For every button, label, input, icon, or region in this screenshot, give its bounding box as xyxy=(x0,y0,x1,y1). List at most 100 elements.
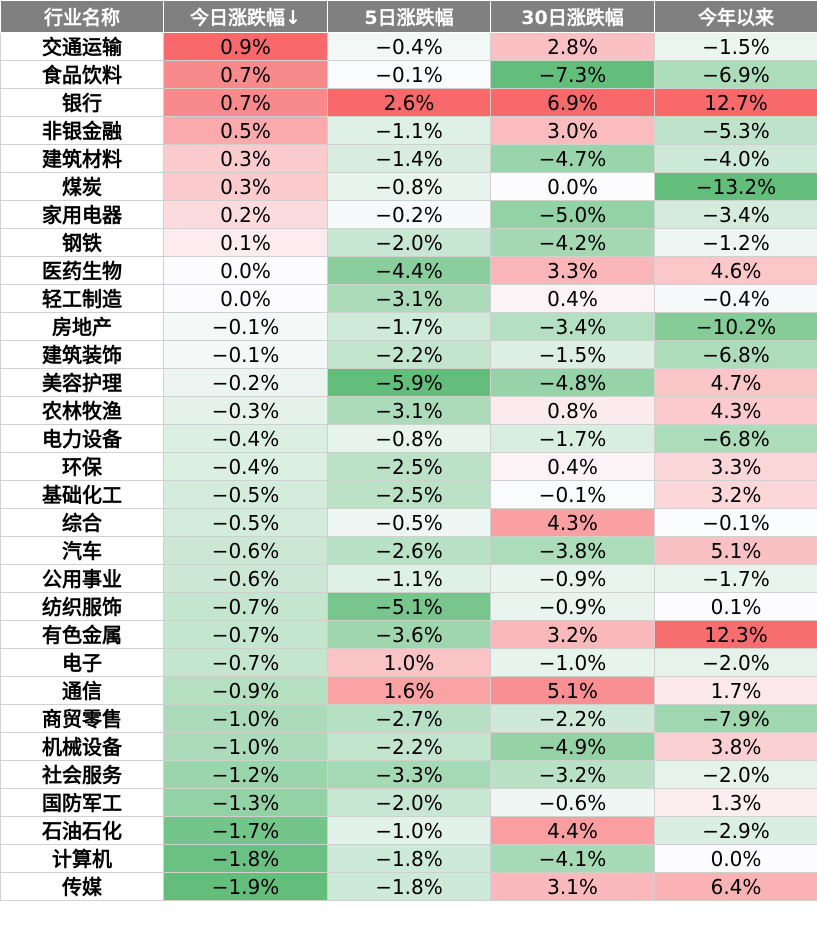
change-30day-cell: −0.9% xyxy=(490,564,655,593)
today-change-cell: −1.0% xyxy=(163,732,328,761)
change-5day-cell: −0.8% xyxy=(327,172,491,201)
change-5day-cell: −2.5% xyxy=(327,480,491,509)
change-5day-cell: −1.0% xyxy=(327,816,491,845)
change-5day-cell: −2.0% xyxy=(327,228,491,257)
table-row: 美容护理 −0.2% −5.9% −4.8% 4.7% xyxy=(0,368,817,397)
ytd-change-cell: 3.8% xyxy=(654,732,817,761)
today-change-cell: 0.0% xyxy=(163,284,328,313)
ytd-change-cell: 1.3% xyxy=(654,788,817,817)
ytd-change-cell: 4.7% xyxy=(654,368,817,397)
change-5day-cell: 1.0% xyxy=(327,648,491,677)
change-30day-cell: 4.3% xyxy=(490,508,655,537)
change-30day-cell: 5.1% xyxy=(490,676,655,705)
today-change-cell: −0.6% xyxy=(163,536,328,565)
table-row: 传媒 −1.9% −1.8% 3.1% 6.4% xyxy=(0,872,817,901)
change-5day-cell: −5.1% xyxy=(327,592,491,621)
today-change-cell: −0.7% xyxy=(163,592,328,621)
change-5day-cell: −5.9% xyxy=(327,368,491,397)
change-5day-cell: −1.1% xyxy=(327,116,491,145)
change-30day-cell: −5.0% xyxy=(490,200,655,229)
table-row: 房地产 −0.1% −1.7% −3.4% −10.2% xyxy=(0,312,817,341)
table-row: 煤炭 0.3% −0.8% 0.0% −13.2% xyxy=(0,172,817,201)
industry-name-cell: 基础化工 xyxy=(0,480,164,509)
change-30day-cell: 3.2% xyxy=(490,620,655,649)
today-change-cell: −0.4% xyxy=(163,424,328,453)
change-30day-cell: −1.5% xyxy=(490,340,655,369)
today-change-cell: 0.7% xyxy=(163,60,328,89)
today-change-cell: −0.1% xyxy=(163,312,328,341)
table-row: 国防军工 −1.3% −2.0% −0.6% 1.3% xyxy=(0,788,817,817)
change-5day-cell: −1.7% xyxy=(327,312,491,341)
change-5day-cell: −1.8% xyxy=(327,844,491,873)
change-30day-cell: −0.9% xyxy=(490,592,655,621)
today-change-cell: −0.6% xyxy=(163,564,328,593)
table-row: 机械设备 −1.0% −2.2% −4.9% 3.8% xyxy=(0,732,817,761)
ytd-change-cell: −6.9% xyxy=(654,60,817,89)
table-row: 基础化工 −0.5% −2.5% −0.1% 3.2% xyxy=(0,480,817,509)
ytd-change-cell: −2.0% xyxy=(654,648,817,677)
change-5day-cell: −1.8% xyxy=(327,872,491,901)
today-change-cell: 0.7% xyxy=(163,88,328,117)
change-30day-cell: 2.8% xyxy=(490,32,655,61)
change-5day-cell: −2.6% xyxy=(327,536,491,565)
industry-name-cell: 煤炭 xyxy=(0,172,164,201)
industry-name-cell: 计算机 xyxy=(0,844,164,873)
ytd-change-cell: −13.2% xyxy=(654,172,817,201)
ytd-change-cell: −0.1% xyxy=(654,508,817,537)
table-row: 汽车 −0.6% −2.6% −3.8% 5.1% xyxy=(0,536,817,565)
today-change-cell: 0.1% xyxy=(163,228,328,257)
change-30day-cell: −3.2% xyxy=(490,760,655,789)
today-change-cell: −0.9% xyxy=(163,676,328,705)
industry-name-cell: 石油石化 xyxy=(0,816,164,845)
change-5day-cell: −1.4% xyxy=(327,144,491,173)
table-row: 公用事业 −0.6% −1.1% −0.9% −1.7% xyxy=(0,564,817,593)
industry-name-cell: 有色金属 xyxy=(0,620,164,649)
today-change-cell: 0.9% xyxy=(163,32,328,61)
change-30day-cell: 3.0% xyxy=(490,116,655,145)
change-30day-cell: 3.1% xyxy=(490,872,655,901)
ytd-change-cell: 0.0% xyxy=(654,844,817,873)
change-5day-cell: −2.2% xyxy=(327,340,491,369)
industry-name-cell: 综合 xyxy=(0,508,164,537)
table-row: 农林牧渔 −0.3% −3.1% 0.8% 4.3% xyxy=(0,396,817,425)
change-5day-cell: −0.4% xyxy=(327,32,491,61)
header-industry-name[interactable]: 行业名称 xyxy=(0,0,164,33)
change-30day-cell: 0.4% xyxy=(490,452,655,481)
ytd-change-cell: −10.2% xyxy=(654,312,817,341)
industry-name-cell: 建筑材料 xyxy=(0,144,164,173)
change-5day-cell: −3.1% xyxy=(327,284,491,313)
table-row: 石油石化 −1.7% −1.0% 4.4% −2.9% xyxy=(0,816,817,845)
industry-name-cell: 社会服务 xyxy=(0,760,164,789)
header-30day-change[interactable]: 30日涨跌幅 xyxy=(490,0,655,33)
header-5day-change[interactable]: 5日涨跌幅 xyxy=(327,0,491,33)
ytd-change-cell: 1.7% xyxy=(654,676,817,705)
change-5day-cell: −1.1% xyxy=(327,564,491,593)
change-30day-cell: −7.3% xyxy=(490,60,655,89)
header-today-change-sorted[interactable]: 今日涨跌幅↓ xyxy=(163,0,328,33)
table-row: 电力设备 −0.4% −0.8% −1.7% −6.8% xyxy=(0,424,817,453)
industry-name-cell: 环保 xyxy=(0,452,164,481)
industry-name-cell: 轻工制造 xyxy=(0,284,164,313)
change-5day-cell: −3.3% xyxy=(327,760,491,789)
header-ytd-change[interactable]: 今年以来 xyxy=(654,0,817,33)
change-5day-cell: −2.0% xyxy=(327,788,491,817)
change-30day-cell: −3.4% xyxy=(490,312,655,341)
table-row: 电子 −0.7% 1.0% −1.0% −2.0% xyxy=(0,648,817,677)
industry-performance-table: 行业名称 今日涨跌幅↓ 5日涨跌幅 30日涨跌幅 今年以来 交通运输 0.9% −0… xyxy=(0,0,817,901)
change-5day-cell: −0.8% xyxy=(327,424,491,453)
industry-name-cell: 交通运输 xyxy=(0,32,164,61)
industry-name-cell: 非银金融 xyxy=(0,116,164,145)
today-change-cell: 0.3% xyxy=(163,144,328,173)
table-row: 纺织服饰 −0.7% −5.1% −0.9% 0.1% xyxy=(0,592,817,621)
change-30day-cell: 6.9% xyxy=(490,88,655,117)
table-row: 建筑材料 0.3% −1.4% −4.7% −4.0% xyxy=(0,144,817,173)
table-row: 食品饮料 0.7% −0.1% −7.3% −6.9% xyxy=(0,60,817,89)
change-5day-cell: −3.6% xyxy=(327,620,491,649)
change-5day-cell: −2.7% xyxy=(327,704,491,733)
change-30day-cell: −1.7% xyxy=(490,424,655,453)
ytd-change-cell: −7.9% xyxy=(654,704,817,733)
industry-name-cell: 机械设备 xyxy=(0,732,164,761)
table-row: 建筑装饰 −0.1% −2.2% −1.5% −6.8% xyxy=(0,340,817,369)
industry-name-cell: 电力设备 xyxy=(0,424,164,453)
today-change-cell: −0.1% xyxy=(163,340,328,369)
